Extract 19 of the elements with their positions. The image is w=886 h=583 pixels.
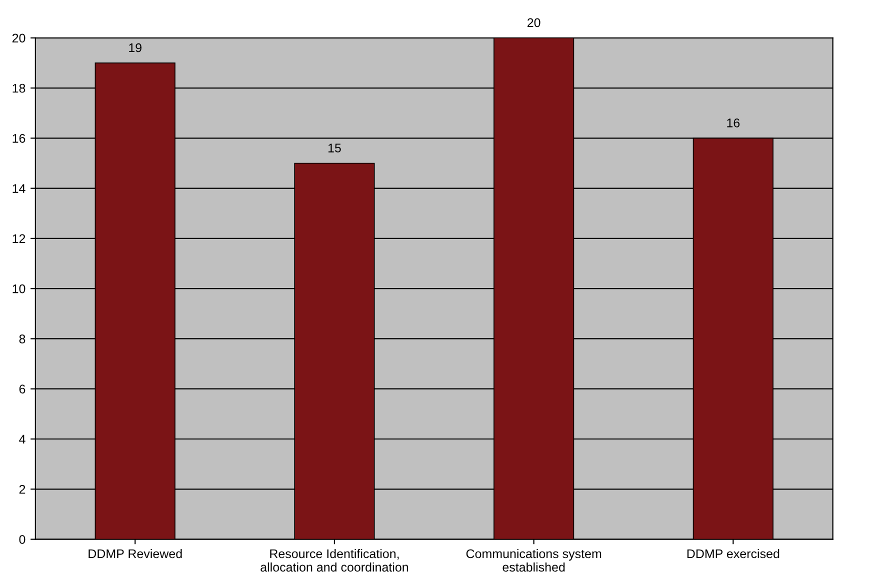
x-tick-label: Communications system established (466, 548, 602, 572)
y-tick-label: 14 (12, 184, 26, 193)
y-tick-label: 20 (12, 34, 26, 43)
data-label: 16 (727, 118, 740, 128)
y-tick-label: 0 (19, 535, 26, 544)
y-tick-label: 10 (12, 284, 26, 294)
x-tick-label: DDMP Reviewed (88, 548, 182, 558)
y-tick-label: 18 (12, 84, 26, 93)
data-label: 15 (328, 144, 341, 152)
y-tick-label: 12 (12, 234, 26, 243)
y-tick-label: 8 (19, 334, 26, 344)
y-tick-label: 4 (19, 434, 26, 444)
x-tick-label: Resource Identification, allocation and coordination (260, 548, 408, 572)
data-label: 20 (527, 18, 540, 28)
y-tick-label: 2 (19, 484, 26, 494)
x-tick-label: DDMP exercised (687, 548, 780, 558)
data-label: 19 (129, 43, 142, 52)
y-tick-label: 16 (12, 134, 26, 143)
y-tick-label: 6 (19, 384, 26, 394)
